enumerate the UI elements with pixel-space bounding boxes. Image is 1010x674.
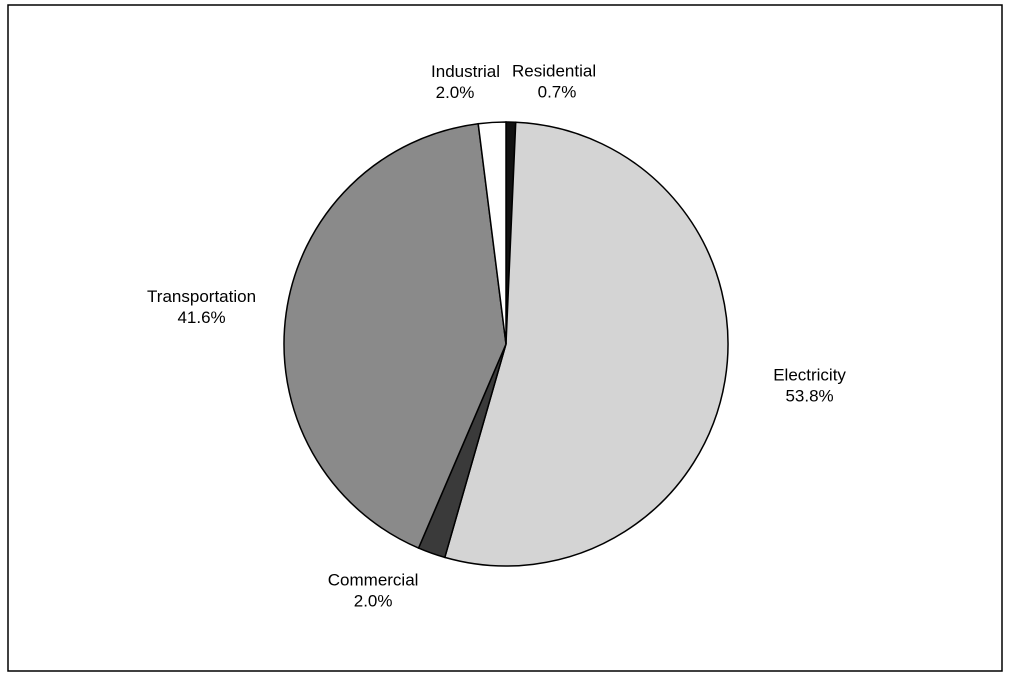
slice-value-label: 53.8% xyxy=(785,387,833,406)
slice-label: Industrial xyxy=(431,62,500,81)
slice-label: Electricity xyxy=(773,366,846,385)
slice-label: Transportation xyxy=(147,287,256,306)
pie-slice xyxy=(283,122,507,550)
pie-slice xyxy=(443,121,729,567)
pie-slice xyxy=(477,121,507,345)
slice-label: Commercial xyxy=(328,570,419,589)
slice-label: Residential xyxy=(512,62,596,81)
slice-value-label: 0.7% xyxy=(538,83,577,102)
slice-value-label: 2.0% xyxy=(436,83,475,102)
slice-value-label: 2.0% xyxy=(354,591,393,610)
slice-value-label: 41.6% xyxy=(177,308,225,327)
